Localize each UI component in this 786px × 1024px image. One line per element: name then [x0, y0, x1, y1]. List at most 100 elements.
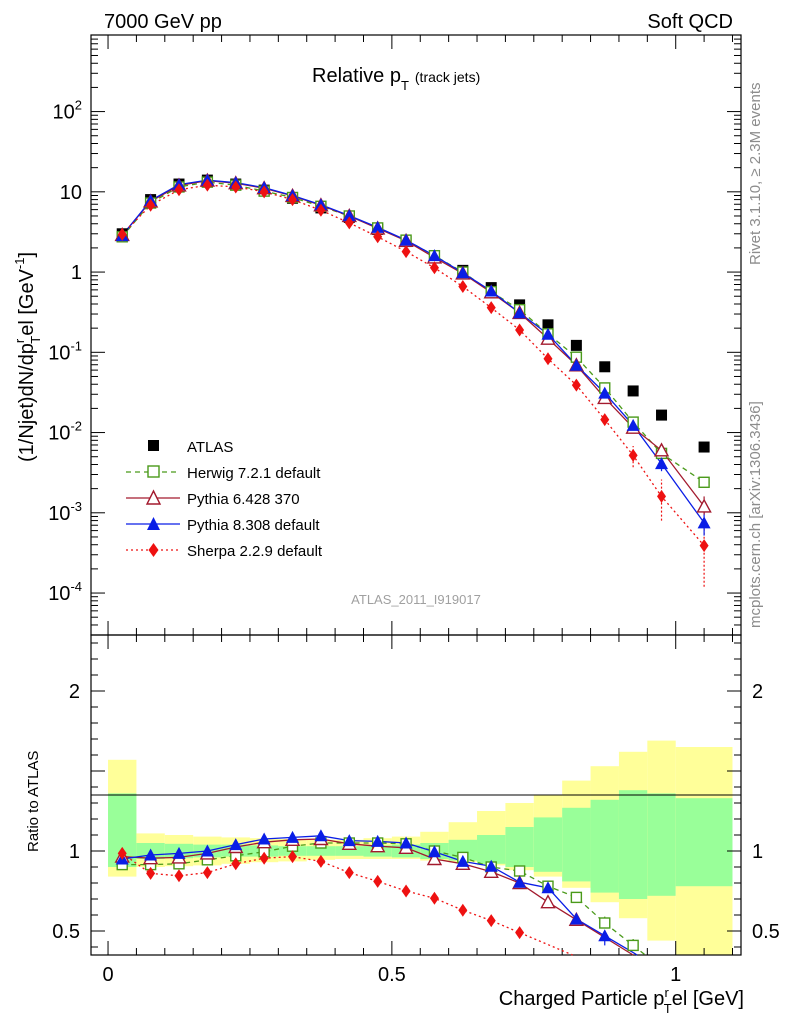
band-green-bin	[675, 798, 733, 887]
legend-entry-herwig: Herwig 7.2.1 default	[126, 465, 321, 482]
ratio-point-pythia8	[200, 844, 214, 857]
main-point-sherpa	[515, 323, 525, 337]
ratio-y-axis-label: Ratio to ATLAS	[25, 751, 42, 852]
main-point-sherpa	[699, 539, 709, 553]
ratio-point-sherpa	[231, 857, 241, 871]
y-label-close: ]	[16, 252, 38, 258]
main-point-atlas	[570, 339, 582, 351]
ratio-point-herwig	[599, 917, 611, 929]
legend-entry-atlas: ATLAS	[148, 439, 233, 456]
ratio-point-sherpa	[146, 866, 156, 880]
legend-marker-pythia8	[147, 517, 160, 530]
ratio-point-sherpa	[458, 903, 468, 917]
y-tick-label: 10-1	[48, 338, 82, 364]
ratio-y-tick-label-left: 2	[69, 681, 80, 703]
rivet-side-label: Rivet 3.1.10, ≥ 2.3M events	[747, 83, 764, 266]
y-tick-label: 10-4	[48, 579, 82, 605]
main-point-pythia8	[399, 233, 413, 246]
x-label-sup: r	[664, 985, 669, 1000]
x-tick-label: 0	[102, 964, 113, 986]
ratio-point-pythia8	[172, 846, 186, 859]
main-point-herwig	[698, 476, 710, 488]
chart-title-subscript: T	[401, 78, 409, 93]
ratio-point-herwig	[570, 891, 583, 904]
ratio-point-sherpa	[288, 850, 298, 864]
main-axis-ticks: 102 10 1 10-1 10-2 10-3 10-4	[48, 34, 741, 636]
main-point-pythia8	[484, 284, 498, 297]
ratio-point-sherpa	[174, 869, 184, 883]
main-point-sherpa	[429, 261, 439, 275]
band-green-bin	[590, 799, 619, 893]
ratio-point-pythia8	[229, 838, 243, 851]
ratio-point-herwig	[627, 939, 639, 952]
legend-marker-pythia6	[145, 489, 162, 505]
main-point-sherpa	[401, 245, 411, 259]
main-point-pythia6	[696, 498, 712, 513]
main-point-sherpa	[288, 193, 298, 207]
legend-label-pythia8: Pythia 8.308 default	[187, 517, 320, 534]
ratio-point-pythia8	[257, 832, 271, 845]
y-tick-label: 10-2	[48, 419, 82, 445]
main-point-atlas	[656, 409, 668, 421]
ratio-point-pythia6	[426, 851, 443, 866]
ratio-point-sherpa	[259, 851, 269, 865]
legend-marker-atlas	[148, 440, 159, 451]
ratio-panel-frame	[90, 634, 742, 956]
main-point-sherpa	[486, 301, 496, 315]
main-line-pythia6	[121, 179, 705, 507]
legend-entry-sherpa: Sherpa 2.2.9 default	[126, 543, 323, 560]
main-series-markers	[114, 172, 712, 553]
ratio-point-pythia6	[540, 894, 556, 909]
ratio-point-pythia8	[399, 836, 413, 849]
chart-title-suffix: (track jets)	[415, 69, 480, 85]
main-point-sherpa	[344, 216, 354, 230]
legend-entry-pythia8: Pythia 8.308 default	[126, 517, 320, 534]
ratio-point-pythia8	[541, 881, 555, 894]
main-point-atlas	[542, 319, 554, 331]
y-label-suffix: el [GeV	[16, 268, 38, 335]
legend-label-pythia6: Pythia 6.428 370	[187, 491, 300, 508]
ratio-y-tick-label-right: 1	[752, 841, 763, 863]
main-point-sherpa	[600, 413, 610, 427]
ratio-point-pythia8	[456, 854, 470, 867]
band-green-bin	[306, 846, 336, 856]
main-point-sherpa	[571, 378, 581, 392]
main-point-atlas	[627, 385, 639, 397]
band-green-bin	[335, 846, 364, 856]
main-point-sherpa	[259, 185, 269, 199]
main-point-sherpa	[657, 489, 667, 503]
ratio-point-herwig	[513, 865, 526, 877]
ratio-axis-ticks: 2 2 1 1 0.5 0.5 0 0.5 1	[52, 635, 780, 986]
analysis-watermark: ATLAS_2011_I919017	[351, 592, 481, 607]
ratio-point-sherpa	[429, 891, 439, 905]
legend-label-herwig: Herwig 7.2.1 default	[187, 465, 321, 482]
main-point-sherpa	[458, 280, 468, 294]
main-point-pythia6	[653, 442, 670, 457]
y-label-sup: r	[12, 338, 27, 343]
x-label-main: Charged Particle p	[499, 988, 665, 1010]
ratio-point-sherpa	[401, 884, 411, 898]
legend: ATLAS Herwig 7.2.1 default Pythia 6.428 …	[126, 439, 323, 560]
ratio-point-pythia8	[371, 834, 385, 847]
x-tick-label: 1	[670, 964, 681, 986]
band-green-bin	[477, 835, 506, 864]
main-point-sherpa	[174, 183, 184, 197]
main-point-pythia8	[655, 457, 669, 470]
ratio-point-pythia8	[513, 875, 527, 888]
main-point-sherpa	[543, 352, 553, 366]
main-point-pythia8	[598, 386, 612, 399]
band-green-bin	[647, 793, 676, 896]
ratio-point-pythia8	[314, 829, 328, 842]
main-point-pythia8	[456, 266, 470, 279]
main-line-sherpa	[121, 184, 705, 547]
main-point-sherpa	[628, 448, 638, 462]
y-tick-label: 102	[53, 98, 82, 124]
ratio-point-pythia8	[286, 830, 300, 843]
ratio-point-pythia8	[144, 848, 158, 861]
main-point-sherpa	[316, 203, 326, 217]
main-point-sherpa	[231, 180, 241, 194]
ratio-point-sherpa	[316, 854, 326, 868]
main-point-sherpa	[146, 198, 156, 212]
x-axis-label: Charged Particle pr Tel [GeV]	[499, 985, 744, 1016]
ratio-y-tick-label-right: 0.5	[752, 921, 780, 943]
